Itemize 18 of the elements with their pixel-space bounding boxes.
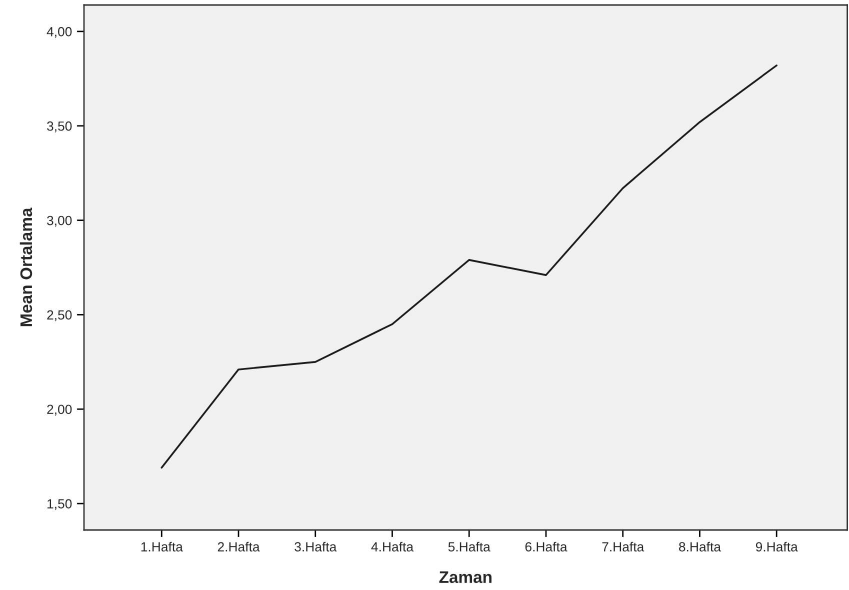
- x-tick-label: 1.Hafta: [141, 542, 183, 552]
- x-tick-label: 2.Hafta: [218, 542, 260, 552]
- x-tick-label: 7.Hafta: [602, 542, 644, 552]
- x-tick-label: 8.Hafta: [679, 542, 721, 552]
- x-axis-title: Zaman: [439, 571, 492, 584]
- y-tick-label: 3,50: [47, 121, 72, 132]
- y-tick-label: 4,00: [46, 27, 72, 38]
- y-axis-title: Mean Ortalama: [20, 208, 32, 326]
- y-tick-label: 3,00: [47, 216, 72, 227]
- x-tick-label: 3.Hafta: [294, 542, 337, 552]
- y-tick-label: 2,50: [47, 310, 72, 322]
- x-tick-label: 9.Hafta: [756, 542, 798, 552]
- y-tick-label: 2,00: [47, 404, 72, 416]
- x-tick-label: 6.Hafta: [525, 542, 568, 552]
- y-tick-label: 1,50: [48, 499, 72, 510]
- line-series: [160, 64, 778, 469]
- x-tick-label: 5.Hafta: [448, 542, 490, 552]
- x-tick-label: 4.Hafta: [371, 542, 414, 552]
